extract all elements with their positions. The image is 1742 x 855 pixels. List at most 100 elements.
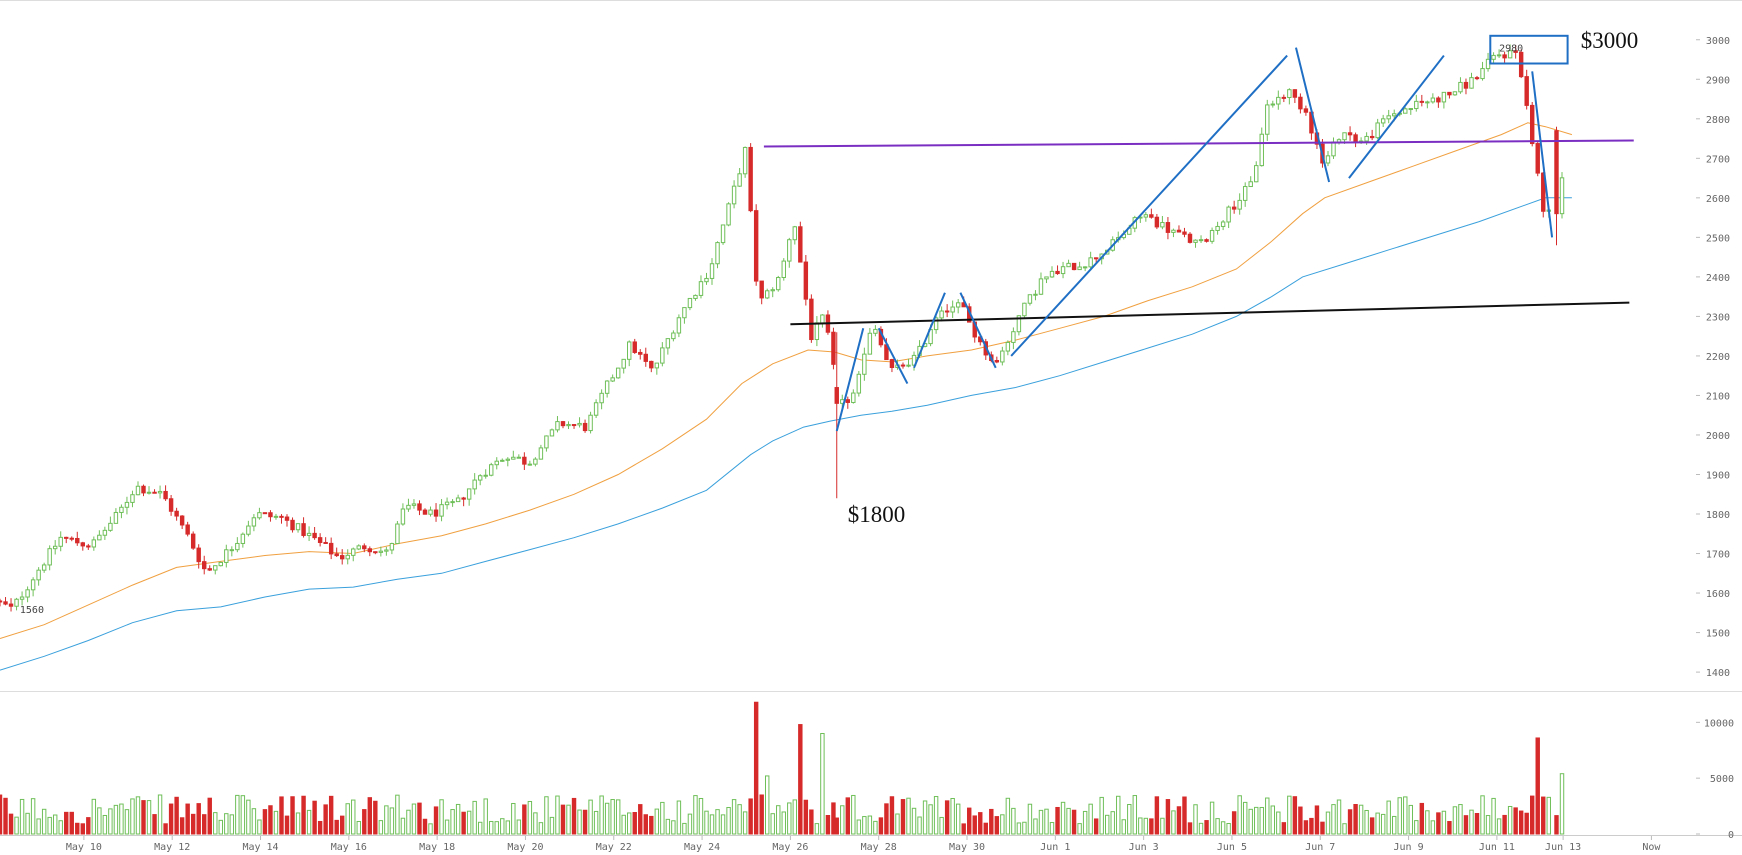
candle-body-up bbox=[1088, 257, 1093, 268]
candle-body-up bbox=[1044, 276, 1049, 280]
candle-body-up bbox=[873, 328, 878, 334]
volume-bar-up bbox=[1011, 807, 1016, 835]
candle-body-up bbox=[781, 260, 786, 279]
volume-bar-up bbox=[1198, 822, 1204, 835]
candle-body-up bbox=[1193, 239, 1198, 243]
volume-bar-down bbox=[301, 795, 306, 835]
volume-bar-down bbox=[268, 805, 273, 835]
candle-body-down bbox=[803, 261, 809, 300]
volume-bar-down bbox=[312, 800, 317, 835]
volume-bar-up bbox=[157, 794, 163, 835]
volume-bar-down bbox=[1554, 815, 1559, 835]
volume-bar-up bbox=[516, 819, 522, 835]
candle-body-up bbox=[1386, 115, 1391, 120]
volume-bar-up bbox=[955, 803, 961, 835]
pattern-line bbox=[1348, 54, 1445, 179]
x-tick-label: Now bbox=[1642, 842, 1661, 853]
volume-bar-up bbox=[1507, 805, 1513, 835]
volume-bar-up bbox=[1033, 818, 1038, 835]
volume-bar-up bbox=[693, 795, 698, 835]
volume-bar-up bbox=[615, 799, 621, 835]
trend-line-support-black bbox=[790, 301, 1630, 326]
volume-bar-down bbox=[1535, 737, 1540, 835]
y-tick-label: 2100 bbox=[1706, 391, 1730, 402]
volume-bar-up bbox=[135, 796, 141, 835]
candle-body-up bbox=[676, 317, 682, 334]
volume-bar-down bbox=[900, 799, 906, 835]
candle-body-up bbox=[466, 488, 472, 500]
volume-bar-up bbox=[1143, 817, 1149, 835]
volume-bar-down bbox=[290, 796, 295, 835]
y-tick-label: 2200 bbox=[1706, 352, 1730, 363]
volume-bar-up bbox=[698, 797, 704, 835]
candle-body-up bbox=[91, 539, 97, 548]
volume-bar-up bbox=[213, 812, 218, 835]
candle-body-up bbox=[351, 548, 356, 556]
candle-body-up bbox=[776, 277, 781, 291]
candle-body-up bbox=[1000, 350, 1005, 363]
candle-body-up bbox=[1038, 278, 1044, 295]
volume-bar-up bbox=[489, 820, 494, 835]
volume-bar-up bbox=[384, 805, 389, 835]
volume-bar-up bbox=[610, 799, 615, 835]
candle-body-down bbox=[1176, 229, 1182, 233]
candle-body-up bbox=[47, 548, 52, 566]
volume-bar-up bbox=[720, 814, 726, 835]
volume-bar-up bbox=[776, 805, 781, 835]
candle-body-up bbox=[682, 307, 687, 319]
candle-body-up bbox=[911, 354, 917, 366]
volume-bar-up bbox=[224, 813, 229, 835]
volume-bar-down bbox=[834, 817, 839, 835]
volume-bar-up bbox=[356, 820, 361, 835]
volume-bar-up bbox=[1242, 801, 1248, 835]
low-price-annotation: $1800 bbox=[848, 502, 906, 527]
x-tick-label: May 30 bbox=[949, 842, 985, 853]
volume-bar-up bbox=[450, 809, 455, 835]
volume-bar-down bbox=[163, 823, 168, 835]
volume-bar-up bbox=[856, 819, 862, 835]
volume-bar-up bbox=[709, 814, 715, 835]
candle-body-up bbox=[389, 543, 395, 551]
candle-body-down bbox=[152, 491, 157, 494]
candle-body-up bbox=[1005, 341, 1011, 352]
volume-bar-up bbox=[538, 822, 544, 835]
volume-bar-down bbox=[560, 804, 566, 835]
candle-body-up bbox=[505, 458, 511, 461]
volume-bar-up bbox=[533, 812, 538, 835]
candle-body-up bbox=[113, 511, 119, 524]
volume-bar-down bbox=[422, 818, 428, 835]
candle-body-up bbox=[533, 458, 538, 465]
candle-body-down bbox=[367, 548, 373, 553]
volume-bar-up bbox=[1193, 804, 1198, 835]
volume-bar-up bbox=[240, 795, 246, 835]
volume-bar-down bbox=[961, 823, 966, 835]
volume-bar-up bbox=[378, 820, 384, 835]
candle-body-up bbox=[599, 392, 604, 404]
volume-bar-up bbox=[742, 811, 748, 835]
candle-body-up bbox=[1049, 270, 1055, 278]
volume-bar-up bbox=[1397, 797, 1402, 835]
candle-body-up bbox=[1022, 302, 1027, 317]
candle-body-down bbox=[174, 510, 179, 517]
volume-bar-up bbox=[950, 798, 955, 835]
candle-body-up bbox=[726, 203, 731, 226]
volume-bar-down bbox=[1187, 822, 1193, 835]
candle-body-up bbox=[1441, 91, 1447, 103]
candle-body-down bbox=[3, 601, 8, 605]
candle-body-up bbox=[1392, 113, 1397, 117]
volume-bar-up bbox=[439, 799, 444, 835]
volume-bar-down bbox=[185, 803, 190, 835]
candle-body-up bbox=[1209, 229, 1215, 242]
volume-bar-down bbox=[753, 701, 759, 835]
volume-bar-up bbox=[1022, 821, 1027, 835]
volume-bar-up bbox=[52, 814, 58, 835]
volume-bar-up bbox=[428, 823, 433, 835]
candle-body-up bbox=[588, 414, 593, 432]
candle-body-down bbox=[753, 210, 759, 282]
pattern-line bbox=[877, 327, 909, 385]
volume-bar-up bbox=[444, 819, 450, 835]
candle-body-up bbox=[709, 263, 715, 279]
candle-body-up bbox=[615, 367, 621, 379]
candle-body-down bbox=[632, 341, 637, 353]
